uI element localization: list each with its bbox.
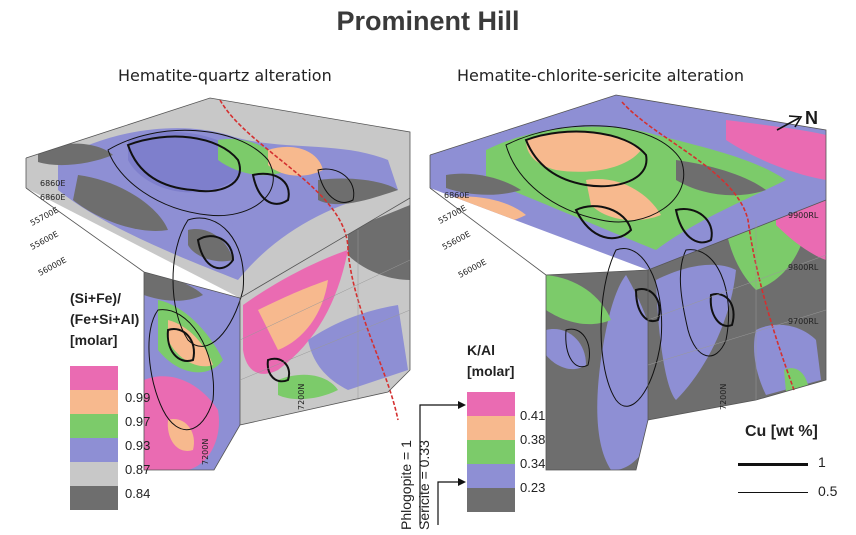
grid-label: 55700E	[437, 203, 468, 225]
legend-swatch	[467, 392, 515, 416]
grid-label: 55700E	[29, 205, 60, 227]
grid-label: 55600E	[441, 229, 472, 251]
grid-label: 9800RL	[788, 263, 819, 272]
legend-swatch	[70, 438, 118, 462]
cu-value: 0.5	[818, 483, 838, 499]
grid-label: 6860E	[40, 179, 65, 188]
legend-swatch	[467, 488, 515, 512]
legend-swatch	[70, 486, 118, 510]
legend-value: 0.41	[520, 408, 546, 423]
cu-value: 1	[818, 454, 826, 470]
legend-value: 0.38	[520, 432, 546, 447]
legend-value: 0.34	[520, 456, 546, 471]
left-legend-title: (Si+Fe)/ (Fe+Si+Al) [molar]	[70, 290, 140, 348]
legend-swatch	[467, 464, 515, 488]
right-3d-block-map: 6860E 55700E 55600E 56000E 9900RL 9800RL…	[429, 94, 827, 471]
legend-value: 0.99	[125, 390, 151, 405]
right-panel-subtitle: Hematite-chlorite-sericite alteration	[457, 66, 745, 85]
right-legend-title: K/Al [molar]	[467, 342, 515, 379]
grid-label: 7200N	[719, 384, 728, 410]
annotation-arrows	[419, 401, 466, 525]
legend-value: 0.87	[125, 462, 151, 477]
legend-swatch	[467, 440, 515, 464]
legend-value: 0.93	[125, 438, 151, 453]
phlogopite-annotation: Phlogopite = 1	[398, 440, 414, 530]
grid-label: 56000E	[37, 255, 68, 277]
cu-line-thick	[738, 463, 808, 466]
legend-swatch	[70, 462, 118, 486]
north-arrow-icon	[776, 115, 803, 131]
left-panel-subtitle: Hematite-quartz alteration	[118, 66, 332, 85]
legend-value: 0.23	[520, 480, 546, 495]
cu-line-thin	[738, 492, 808, 493]
sericite-annotation: Sericite = 0.33	[416, 440, 432, 530]
legend-value: 0.97	[125, 414, 151, 429]
grid-label: 55600E	[29, 229, 60, 251]
north-label: N	[805, 108, 818, 128]
grid-label: 56000E	[457, 257, 488, 279]
figure-title: Prominent Hill	[336, 6, 520, 36]
grid-label: 6860E	[444, 191, 469, 200]
grid-label: 7200N	[297, 384, 306, 410]
grid-label: 9900RL	[788, 211, 819, 220]
cu-legend-title: Cu [wt %]	[745, 423, 818, 440]
legend-swatch	[70, 366, 118, 390]
legend-swatch	[70, 390, 118, 414]
left-3d-block-map: 6860E 6860E 55700E 55600E 56000E 7200N 7…	[25, 97, 411, 471]
grid-label: 9700RL	[788, 317, 819, 326]
grid-label: 7200N	[201, 439, 210, 465]
legend-swatch	[467, 416, 515, 440]
legend-value: 0.84	[125, 486, 151, 501]
grid-label: 6860E	[40, 193, 65, 202]
legend-swatch	[70, 414, 118, 438]
